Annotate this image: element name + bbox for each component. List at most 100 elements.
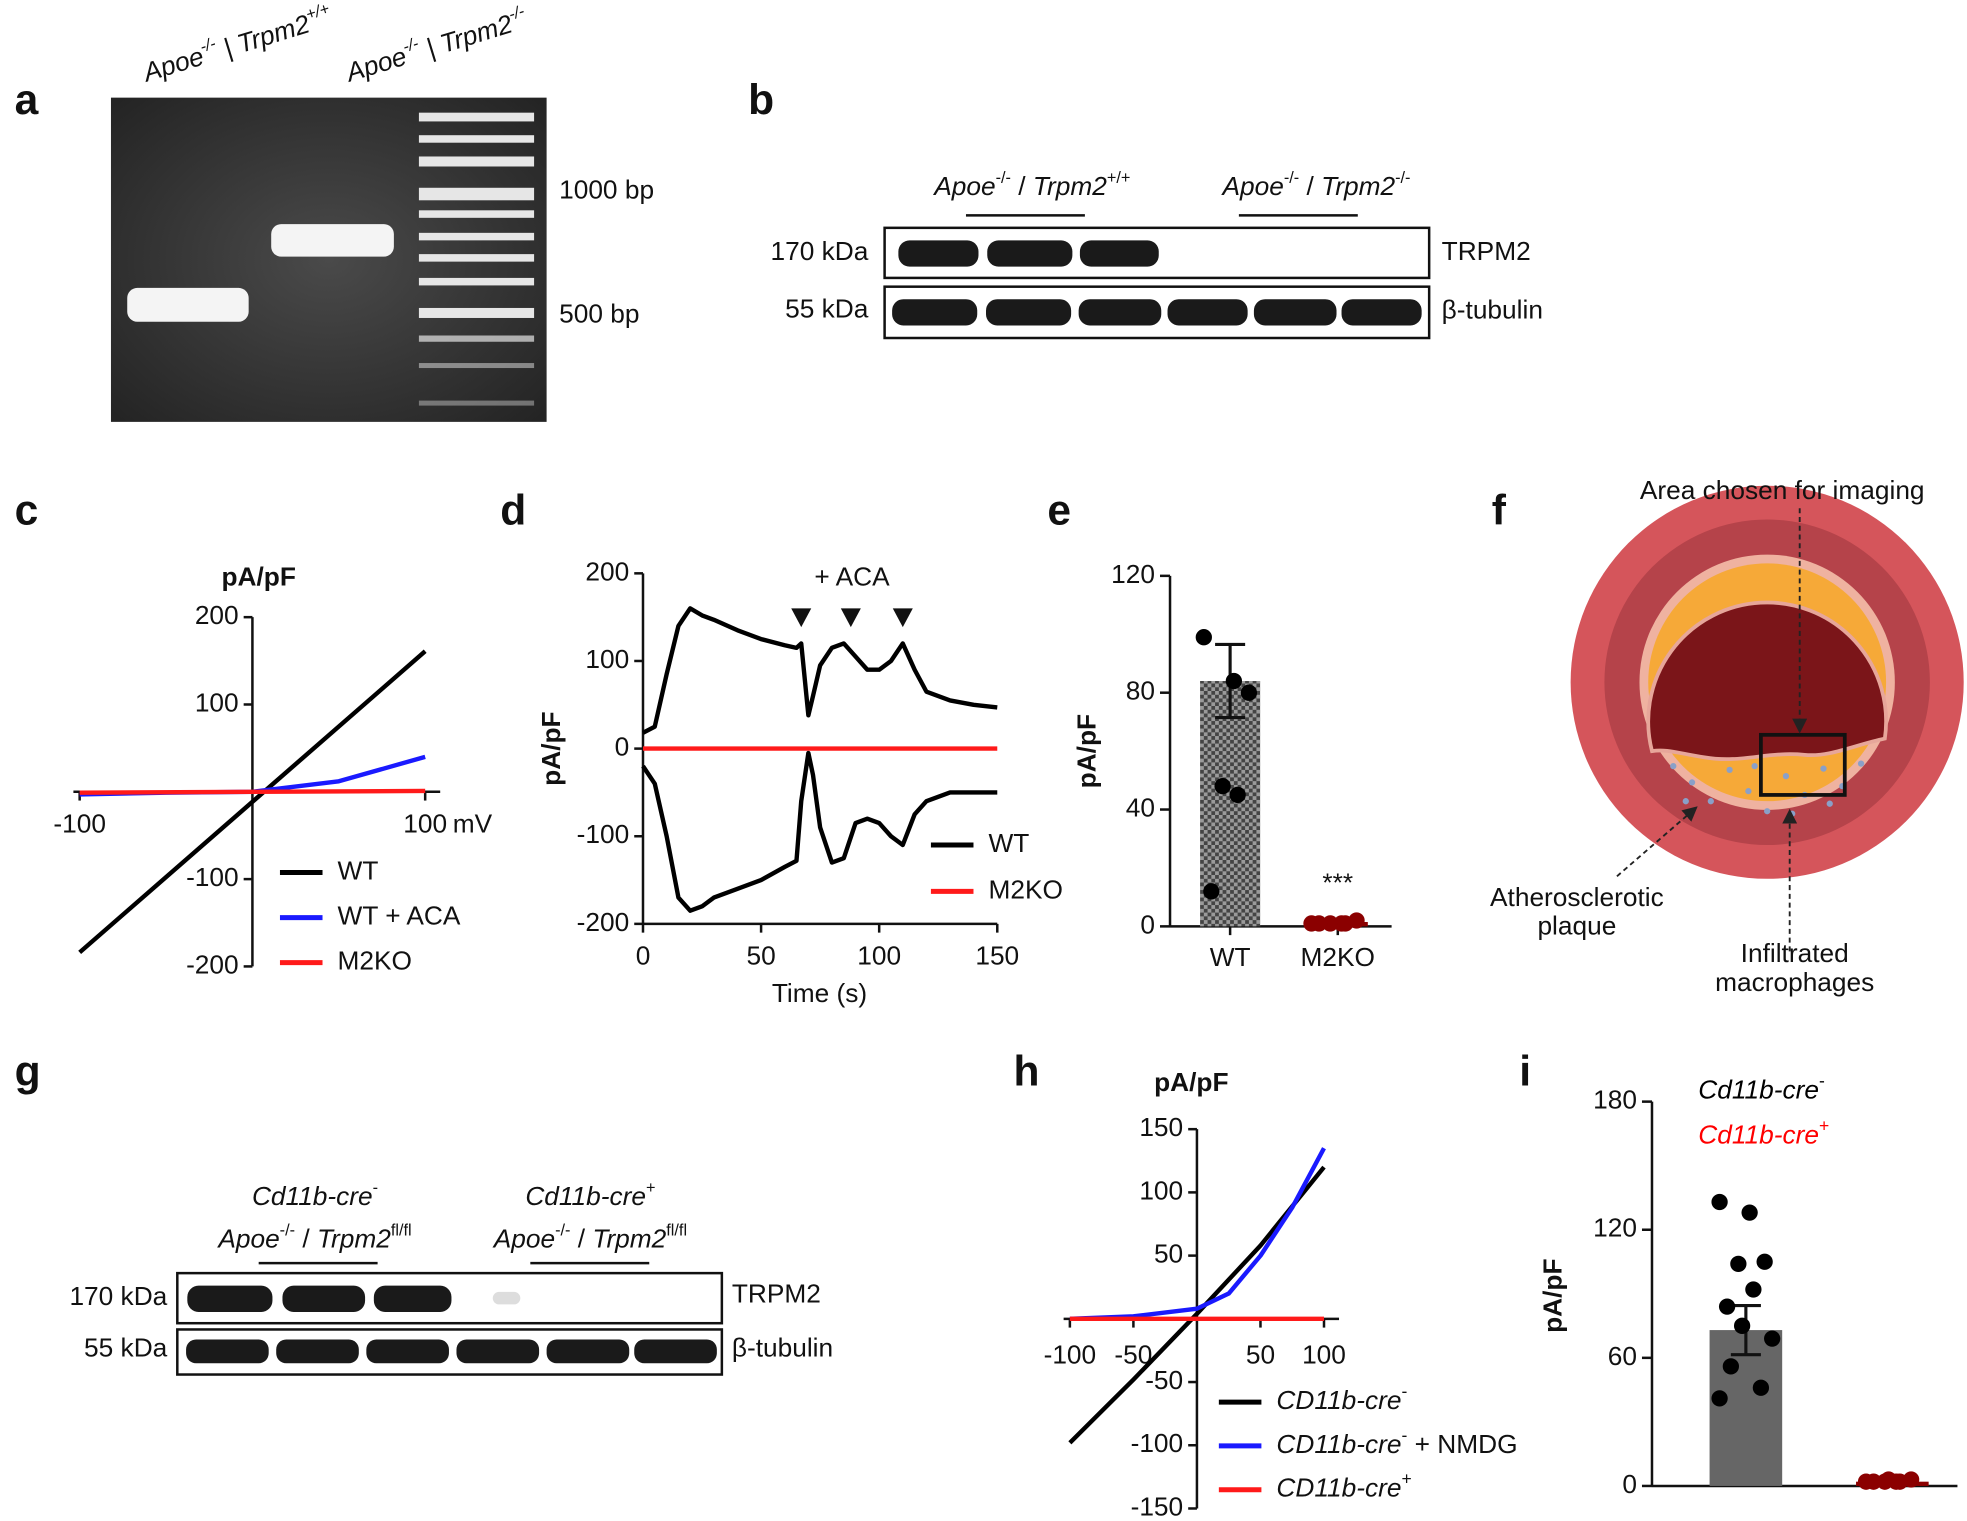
series-line bbox=[78, 649, 427, 955]
legend-name: CD11b-cre bbox=[1276, 1385, 1401, 1415]
protein-label: β-tubulin bbox=[1442, 295, 1543, 325]
x-tick-label: M2KO bbox=[1301, 942, 1375, 972]
group-label: Apoe-/- / Trpm2fl/fl bbox=[492, 1222, 687, 1254]
data-point bbox=[1240, 684, 1258, 701]
data-point bbox=[1880, 1471, 1897, 1488]
y-tick-label: 0 bbox=[1140, 909, 1155, 939]
blot bbox=[176, 1261, 724, 1376]
panel-label: f bbox=[1492, 487, 1507, 535]
genotype: -/- bbox=[198, 35, 219, 57]
group-label: Apoe-/- / Trpm2fl/fl bbox=[216, 1222, 411, 1254]
data-point bbox=[1225, 672, 1243, 690]
bar-chart: 0 60 120 180 Cd11b-cre - Cd11b-cre+ bbox=[1593, 1070, 1958, 1499]
gene: Apoe bbox=[932, 171, 995, 201]
gene: Apoe bbox=[492, 1224, 555, 1254]
protein-label: β-tubulin bbox=[732, 1332, 833, 1362]
size-marker: 500 bp bbox=[559, 298, 639, 328]
legend-label: WT bbox=[989, 828, 1030, 858]
artery-diagram bbox=[1570, 485, 1964, 952]
y-axis-label: pA/pF bbox=[536, 711, 566, 785]
y-axis-label: pA/pF bbox=[1154, 1067, 1228, 1097]
bar-chart: 0 40 80 120 WT M2KO *** bbox=[1111, 559, 1392, 972]
gene: Trpm2 bbox=[317, 1224, 391, 1254]
y-tick-label: 60 bbox=[1608, 1341, 1637, 1371]
series-line bbox=[1069, 1147, 1326, 1322]
data-point bbox=[1756, 1253, 1773, 1270]
y-tick-label: 120 bbox=[1593, 1213, 1637, 1243]
group-label: Cd11b-cre- bbox=[252, 1179, 378, 1211]
separator: / bbox=[570, 1224, 592, 1254]
y-tick-label: 180 bbox=[1593, 1085, 1637, 1115]
legend-label: CD11b-cre- bbox=[1276, 1381, 1407, 1415]
gene: Apoe bbox=[138, 41, 207, 88]
x-tick-label: 50 bbox=[1246, 1339, 1275, 1369]
series-line bbox=[641, 606, 998, 735]
data-point bbox=[1741, 1204, 1758, 1221]
series-line bbox=[1068, 1165, 1326, 1445]
y-tick-label: 100 bbox=[1139, 1175, 1183, 1205]
genotype: -/- bbox=[507, 2, 528, 24]
data-point bbox=[1733, 1317, 1751, 1334]
x-tick-label: 100 bbox=[857, 941, 901, 971]
panel-label: e bbox=[1047, 487, 1071, 535]
diagram-label: Infiltrated bbox=[1741, 938, 1849, 968]
y-tick-label: -100 bbox=[186, 862, 239, 892]
group-label: Apoe-/- / Trpm2+/+ bbox=[932, 169, 1130, 201]
gene: Apoe bbox=[341, 41, 410, 88]
panel-label: g bbox=[15, 1047, 41, 1095]
y-axis-label: pA/pF bbox=[1537, 1258, 1567, 1332]
series-line bbox=[641, 750, 998, 913]
y-tick-label: 200 bbox=[195, 600, 239, 630]
y-tick-label: -200 bbox=[577, 907, 630, 937]
data-point bbox=[1229, 786, 1246, 804]
legend-label: Cd11b-cre+ bbox=[1698, 1115, 1829, 1149]
x-tick-label: 100 bbox=[403, 809, 447, 839]
legend-label: M2KO bbox=[989, 874, 1063, 904]
line-chart: -200 -100 0 100 200 0 50 100 150 Time (s) WT M2KO + … bbox=[577, 556, 1063, 1008]
data-point bbox=[1718, 1298, 1736, 1315]
legend-label: M2KO bbox=[338, 946, 412, 976]
data-point bbox=[1322, 915, 1339, 932]
data-point bbox=[1337, 915, 1354, 932]
legend-name: Cd11b-cre bbox=[1698, 1120, 1819, 1150]
legend-name: CD11b-cre bbox=[1276, 1473, 1401, 1503]
data-point bbox=[1214, 778, 1231, 795]
separator: / bbox=[1299, 171, 1321, 201]
legend-sup: + bbox=[1401, 1468, 1411, 1488]
y-tick-label: 50 bbox=[1154, 1239, 1183, 1269]
y-tick-label: 0 bbox=[615, 732, 630, 762]
gene: Cd11b-cre bbox=[525, 1181, 646, 1211]
y-tick-label: 0 bbox=[1622, 1469, 1637, 1499]
data-point bbox=[1730, 1255, 1747, 1273]
size-label: 55 kDa bbox=[785, 293, 869, 323]
genotype: fl/fl bbox=[391, 1222, 412, 1240]
x-tick-label: WT bbox=[1210, 942, 1251, 972]
protein-label: TRPM2 bbox=[1442, 236, 1531, 266]
protein-label: TRPM2 bbox=[732, 1279, 821, 1309]
legend-sup: - bbox=[1401, 1381, 1407, 1401]
event-marker bbox=[892, 608, 913, 628]
genotype: -/- bbox=[1395, 169, 1410, 187]
separator: / bbox=[295, 1224, 317, 1254]
data-point bbox=[1722, 1358, 1739, 1375]
y-tick-label: 150 bbox=[1139, 1112, 1183, 1142]
y-tick-label: -100 bbox=[1131, 1428, 1184, 1458]
panel-label: d bbox=[500, 487, 526, 535]
legend-label: CD11b-cre+ bbox=[1276, 1468, 1411, 1502]
genotype: +/+ bbox=[1107, 169, 1131, 187]
size-label: 170 kDa bbox=[69, 1281, 167, 1311]
gel bbox=[110, 97, 547, 422]
x-tick-label: -100 bbox=[53, 809, 106, 839]
gene: Trpm2 bbox=[234, 8, 314, 58]
x-tick-label: 50 bbox=[746, 941, 775, 971]
panel-label: c bbox=[15, 487, 39, 535]
gene: Trpm2 bbox=[436, 8, 516, 58]
y-tick-label: -150 bbox=[1131, 1491, 1184, 1521]
y-tick-label: 100 bbox=[195, 687, 239, 717]
y-tick-label: 80 bbox=[1126, 676, 1155, 706]
size-marker: 1000 bp bbox=[559, 174, 654, 204]
x-axis-label: Time (s) bbox=[772, 978, 867, 1008]
legend-sup: - bbox=[1819, 1070, 1825, 1090]
